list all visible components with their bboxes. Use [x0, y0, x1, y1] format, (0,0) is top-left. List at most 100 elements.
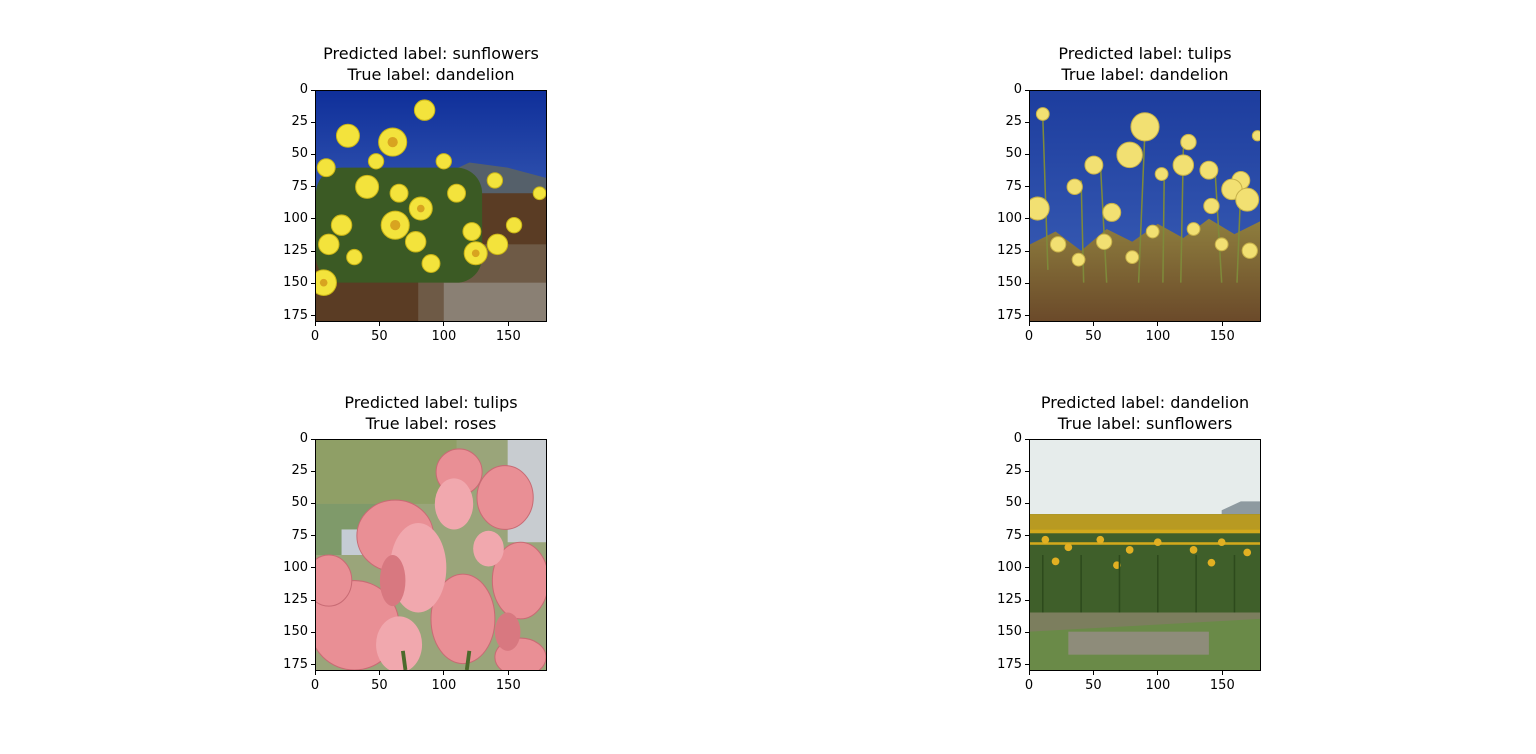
y-tick — [311, 250, 315, 252]
x-tick-label: 150 — [1209, 329, 1235, 344]
x-tick — [507, 322, 509, 326]
title-true: True label: roses — [365, 414, 497, 433]
y-tick — [311, 599, 315, 601]
y-tick — [1025, 535, 1029, 537]
y-tick — [311, 470, 315, 472]
x-tick — [1092, 671, 1094, 675]
y-tick-label: 0 — [299, 431, 308, 446]
x-tick-label: 0 — [310, 678, 320, 693]
x-tick — [1028, 671, 1030, 675]
y-tick — [1025, 218, 1029, 220]
y-tick — [1025, 186, 1029, 188]
y-tick-label: 175 — [283, 307, 308, 323]
title-predicted: Predicted label: dandelion — [1040, 393, 1250, 412]
x-tick-label: 0 — [1024, 329, 1034, 344]
x-tick — [507, 671, 509, 675]
y-tick — [1025, 250, 1029, 252]
y-tick-label: 25 — [1005, 114, 1022, 130]
y-tick-label: 100 — [997, 210, 1022, 226]
y-tick-label: 50 — [1005, 146, 1022, 162]
y-tick-label: 75 — [1005, 178, 1022, 194]
y-tick — [1025, 470, 1029, 472]
y-tick-label: 25 — [291, 114, 308, 130]
y-tick — [1025, 631, 1029, 633]
y-tick — [1025, 89, 1029, 91]
y-tick-label: 75 — [1005, 527, 1022, 543]
subplot-0: Predicted label: sunflowers True label: … — [283, 44, 547, 344]
title-predicted: Predicted label: sunflowers — [323, 44, 539, 63]
flower-image-roses — [315, 439, 547, 671]
y-tick-label: 125 — [283, 243, 308, 259]
subplot-3: Predicted label: dandelion True label: s… — [997, 393, 1261, 693]
y-tick — [311, 438, 315, 440]
subplot-2: Predicted label: tulips True label: rose… — [283, 393, 547, 693]
x-tick — [314, 322, 316, 326]
y-tick-label: 150 — [283, 275, 308, 291]
y-tick-label: 0 — [1013, 82, 1022, 97]
y-tick-label: 175 — [997, 656, 1022, 672]
subplot-title: Predicted label: sunflowers True label: … — [165, 43, 697, 85]
y-tick-label: 125 — [997, 243, 1022, 259]
x-tick — [1221, 671, 1223, 675]
y-tick — [311, 567, 315, 569]
y-tick — [311, 121, 315, 123]
y-tick — [311, 186, 315, 188]
x-tick-label: 100 — [1145, 329, 1171, 344]
x-tick-label: 50 — [1085, 678, 1102, 693]
y-tick — [1025, 121, 1029, 123]
y-tick-label: 175 — [283, 656, 308, 672]
x-tick-label: 100 — [431, 678, 457, 693]
x-tick-label: 150 — [495, 329, 521, 344]
subplot-title: Predicted label: dandelion True label: s… — [879, 392, 1411, 434]
x-tick — [1157, 322, 1159, 326]
x-tick — [378, 671, 380, 675]
x-tick — [443, 322, 445, 326]
y-tick-label: 125 — [283, 592, 308, 608]
y-tick-label: 125 — [997, 592, 1022, 608]
title-true: True label: sunflowers — [1057, 414, 1233, 433]
title-true: True label: dandelion — [347, 65, 515, 84]
y-tick-label: 175 — [997, 307, 1022, 323]
title-predicted: Predicted label: tulips — [344, 393, 518, 412]
x-tick-label: 50 — [1085, 329, 1102, 344]
x-tick — [1221, 322, 1223, 326]
y-tick — [1025, 153, 1029, 155]
y-tick — [311, 153, 315, 155]
y-tick — [311, 664, 315, 666]
x-tick — [1092, 322, 1094, 326]
y-tick — [1025, 315, 1029, 317]
x-tick-label: 50 — [371, 329, 388, 344]
x-tick — [378, 322, 380, 326]
y-tick — [311, 535, 315, 537]
x-tick-label: 50 — [371, 678, 388, 693]
y-tick-label: 0 — [1013, 431, 1022, 446]
y-tick — [311, 315, 315, 317]
x-tick-label: 100 — [1145, 678, 1171, 693]
y-tick — [311, 218, 315, 220]
x-tick-label: 0 — [310, 329, 320, 344]
title-true: True label: dandelion — [1061, 65, 1229, 84]
x-tick-label: 100 — [431, 329, 457, 344]
y-tick-label: 150 — [997, 275, 1022, 291]
flower-image-dandelion-sky — [1029, 90, 1261, 322]
y-tick — [1025, 599, 1029, 601]
subplot-title: Predicted label: tulips True label: rose… — [165, 392, 697, 434]
y-tick — [311, 502, 315, 504]
y-tick-label: 25 — [1005, 463, 1022, 479]
y-tick-label: 150 — [283, 624, 308, 640]
y-tick-label: 50 — [291, 495, 308, 511]
flower-image-sunflower-field — [1029, 439, 1261, 671]
y-tick-label: 100 — [283, 210, 308, 226]
x-tick-label: 0 — [1024, 678, 1034, 693]
y-tick — [1025, 664, 1029, 666]
y-tick-label: 25 — [291, 463, 308, 479]
y-tick — [1025, 438, 1029, 440]
x-tick — [314, 671, 316, 675]
x-tick-label: 150 — [495, 678, 521, 693]
flower-image-dandelion — [315, 90, 547, 322]
y-tick-label: 0 — [299, 82, 308, 97]
y-tick — [1025, 502, 1029, 504]
x-tick — [1028, 322, 1030, 326]
y-tick-label: 50 — [1005, 495, 1022, 511]
y-tick-label: 100 — [283, 559, 308, 575]
